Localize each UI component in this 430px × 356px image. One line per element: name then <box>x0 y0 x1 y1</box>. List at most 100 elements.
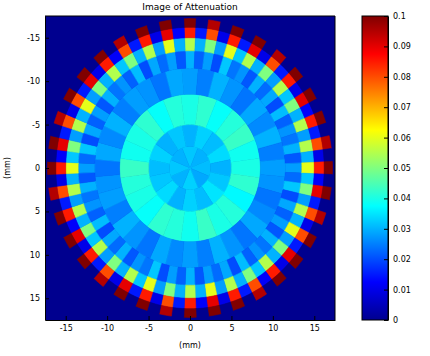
y-axis: -15-10-5051015 <box>27 17 49 321</box>
x-tick-label: -10 <box>101 324 114 333</box>
heatmap-cell <box>66 162 79 173</box>
heatmap-cell <box>184 298 196 309</box>
heatmap-cell <box>299 140 313 153</box>
colorbar-tick-label: 0.03 <box>393 225 411 234</box>
colorbar-tick-mark <box>384 320 388 321</box>
heatmap-cell <box>48 149 57 162</box>
heatmap-cell <box>174 284 185 298</box>
heatmap-cell <box>314 162 324 174</box>
x-tick-mark <box>273 316 274 320</box>
heatmap-cell <box>323 174 332 187</box>
heatmap-cell <box>78 163 95 173</box>
heatmap-cell <box>185 38 196 51</box>
heatmap-cell <box>175 51 185 69</box>
heatmap-cell <box>174 38 185 52</box>
y-tick-mark <box>45 298 49 299</box>
heatmap-cell <box>205 282 217 297</box>
heatmap-cell <box>171 19 184 29</box>
chart: Image of Attenuation-15-10-5051015-15-10… <box>0 0 430 356</box>
colorbar-tick-label: 0.04 <box>393 194 411 203</box>
colorbar-tick: 0.06 <box>384 134 411 143</box>
heatmap-cell <box>163 95 185 128</box>
x-tick: -5 <box>145 316 153 333</box>
colorbar-tick-mark <box>384 107 388 108</box>
heatmap-cell <box>172 27 184 38</box>
heatmap-cell <box>195 284 206 298</box>
x-tick: 10 <box>268 316 278 333</box>
heatmap-cell <box>258 142 285 161</box>
colorbar-tick-mark <box>384 198 388 199</box>
x-axis: -15 -10 -5 0 5 10 15 <box>46 316 336 333</box>
colorbar-tick-mark <box>384 138 388 139</box>
colorbar-tick: 0 <box>384 316 398 325</box>
heatmap-cell <box>159 20 172 31</box>
x-tick: 15 <box>310 316 320 333</box>
heatmap-cell <box>95 174 122 193</box>
y-tick-mark <box>45 38 49 39</box>
y-tick-mark <box>45 211 49 212</box>
heatmap-cell <box>285 163 302 173</box>
x-axis-title: (mm) <box>179 341 201 350</box>
heatmap-cell <box>49 136 59 150</box>
colorbar-tick-label: 0.06 <box>393 134 411 143</box>
heatmap-cell <box>313 150 324 163</box>
heatmap-cell <box>185 51 195 68</box>
x-tick-label: 5 <box>229 324 234 333</box>
y-tick: -10 <box>27 77 49 86</box>
colorbar-tick-label: 0.08 <box>393 73 411 82</box>
heatmap-cell <box>219 302 233 314</box>
heatmap-cell <box>195 27 207 38</box>
heatmap-cell <box>194 267 204 285</box>
heatmap-cell <box>182 68 199 94</box>
x-tick-label: 0 <box>188 324 193 333</box>
y-tick-label: 15 <box>30 294 40 303</box>
plot-background <box>45 16 335 320</box>
y-tick: 5 <box>35 207 49 216</box>
heatmap-cell <box>184 27 196 38</box>
heatmap-cell <box>147 22 161 34</box>
heatmap-cell <box>302 162 315 173</box>
colorbar-tick-mark <box>384 46 388 47</box>
colorbar-tick-mark <box>384 259 388 260</box>
x-tick-label: 10 <box>268 324 278 333</box>
heatmap-cell <box>318 123 329 137</box>
colorbar-tick: 0.01 <box>384 286 411 295</box>
y-tick-label: 0 <box>35 164 40 173</box>
y-tick: -15 <box>27 34 49 43</box>
heatmap-cell <box>260 159 285 176</box>
heatmap-cell <box>56 150 67 163</box>
heatmap-cell <box>66 173 79 185</box>
heatmap-cell <box>56 174 67 187</box>
colorbar-tick: 0.05 <box>384 164 411 173</box>
plot-frame <box>45 16 335 17</box>
plot-area <box>45 16 335 320</box>
heatmap-cell <box>321 186 331 200</box>
colorbar-tick: 0.03 <box>384 225 411 234</box>
heatmap-cell <box>313 174 324 187</box>
y-tick-mark <box>45 81 49 82</box>
heatmap-cell <box>172 297 184 308</box>
colorbar-tick-mark <box>384 168 388 169</box>
heatmap-cell <box>284 153 301 164</box>
colorbar-tick-label: 0.09 <box>393 42 411 51</box>
x-tick: -10 <box>101 316 114 333</box>
x-tick-label: 15 <box>310 324 320 333</box>
colorbar-axis: 00.010.020.030.040.050.060.070.080.090.1 <box>384 12 411 325</box>
heatmap-cell <box>66 151 79 163</box>
x-tick-mark <box>190 316 191 320</box>
colorbar-axis-line <box>388 17 389 321</box>
heatmap-cell <box>67 183 81 196</box>
heatmap-cell <box>208 305 221 316</box>
y-tick-mark <box>45 168 49 169</box>
x-tick-mark <box>149 316 150 320</box>
colorbar-tick-label: 0.1 <box>393 12 406 21</box>
heatmap-cell <box>195 297 207 308</box>
y-tick-label: -5 <box>32 121 40 130</box>
heatmap-cell <box>95 159 120 176</box>
x-tick-label: -15 <box>60 324 73 333</box>
heatmap-cell <box>321 136 331 150</box>
x-tick-mark <box>231 316 232 320</box>
heatmap-cell <box>324 161 332 174</box>
colorbar-tick: 0.08 <box>384 73 411 82</box>
colorbar-tick: 0.1 <box>384 12 406 21</box>
